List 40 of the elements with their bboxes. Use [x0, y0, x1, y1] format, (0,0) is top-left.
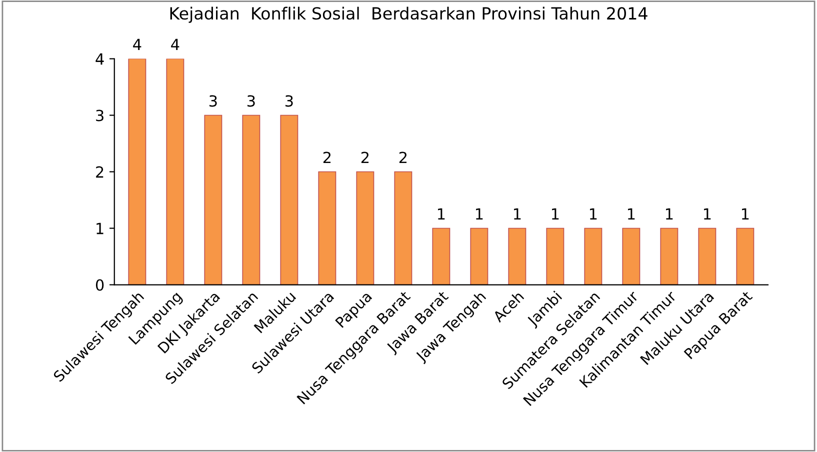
y-tick-label: 2 — [96, 166, 104, 178]
data-label: 3 — [209, 95, 217, 107]
data-label: 1 — [628, 208, 635, 220]
bar — [318, 171, 336, 285]
bar — [584, 228, 602, 285]
data-label: 1 — [476, 208, 483, 220]
bar — [622, 228, 640, 285]
bar — [508, 228, 526, 285]
y-tick-label: 4 — [96, 53, 104, 65]
data-label: 2 — [399, 152, 407, 164]
bar — [128, 58, 146, 285]
data-label: 4 — [171, 38, 180, 50]
data-label: 1 — [590, 208, 597, 220]
data-label: 1 — [552, 208, 559, 220]
bar — [432, 228, 450, 285]
data-label: 3 — [285, 95, 293, 107]
bar — [204, 114, 222, 285]
data-label: 2 — [323, 152, 331, 164]
data-label: 1 — [704, 208, 711, 220]
bar — [280, 114, 298, 285]
bar — [394, 171, 412, 285]
data-label: 1 — [514, 208, 521, 220]
bar — [242, 114, 260, 285]
y-tick-label: 0 — [96, 279, 104, 291]
chart-title: Kejadian Konflik Sosial Berdasarkan Provinsi Tahun 2014 — [170, 6, 648, 23]
bar — [356, 171, 374, 285]
data-label: 1 — [438, 208, 445, 220]
data-label: 1 — [666, 208, 673, 220]
data-label: 4 — [133, 38, 142, 50]
bar — [470, 228, 488, 285]
data-label: 2 — [361, 152, 369, 164]
y-tick-label: 3 — [96, 110, 104, 122]
bar — [166, 58, 184, 285]
bar — [736, 228, 754, 285]
y-tick-label: 1 — [96, 222, 104, 234]
bar — [698, 228, 716, 285]
data-label: 1 — [742, 208, 749, 220]
data-label: 3 — [247, 95, 255, 107]
bar — [660, 228, 678, 285]
bar — [546, 228, 564, 285]
